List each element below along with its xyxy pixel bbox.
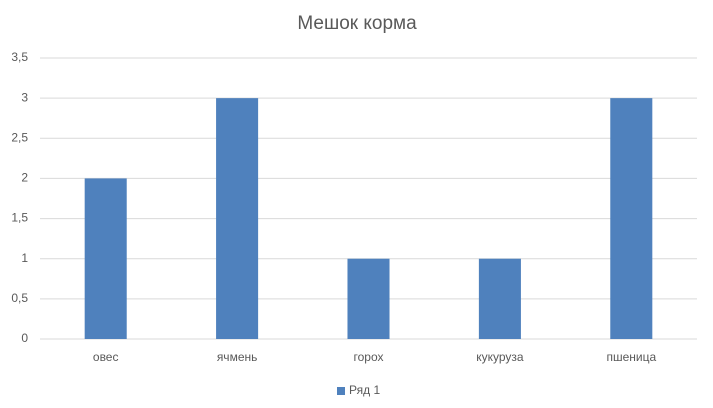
y-tick-label: 0,5 — [11, 291, 28, 305]
y-tick-label: 1,5 — [11, 211, 28, 225]
x-tick-label: ячмень — [217, 350, 258, 364]
y-tick-label: 3 — [21, 90, 28, 104]
x-tick-label: кукуруза — [476, 350, 524, 364]
bar — [347, 258, 390, 339]
y-tick-label: 3,5 — [11, 50, 28, 64]
y-tick-label: 2 — [21, 171, 28, 185]
chart-title: Мешок корма — [297, 13, 417, 34]
y-tick-label: 1 — [21, 251, 28, 265]
bar — [478, 258, 521, 339]
bar — [84, 178, 127, 339]
x-tick-label: пшеница — [606, 350, 656, 364]
y-tick-label: 2,5 — [11, 130, 28, 144]
bar — [610, 98, 653, 340]
x-tick-label: овес — [93, 350, 119, 364]
x-tick-label: горох — [354, 350, 384, 364]
bar — [216, 98, 259, 340]
y-tick-label: 0 — [21, 331, 28, 345]
legend-swatch — [337, 387, 345, 395]
legend-label: Ряд 1 — [349, 383, 380, 397]
